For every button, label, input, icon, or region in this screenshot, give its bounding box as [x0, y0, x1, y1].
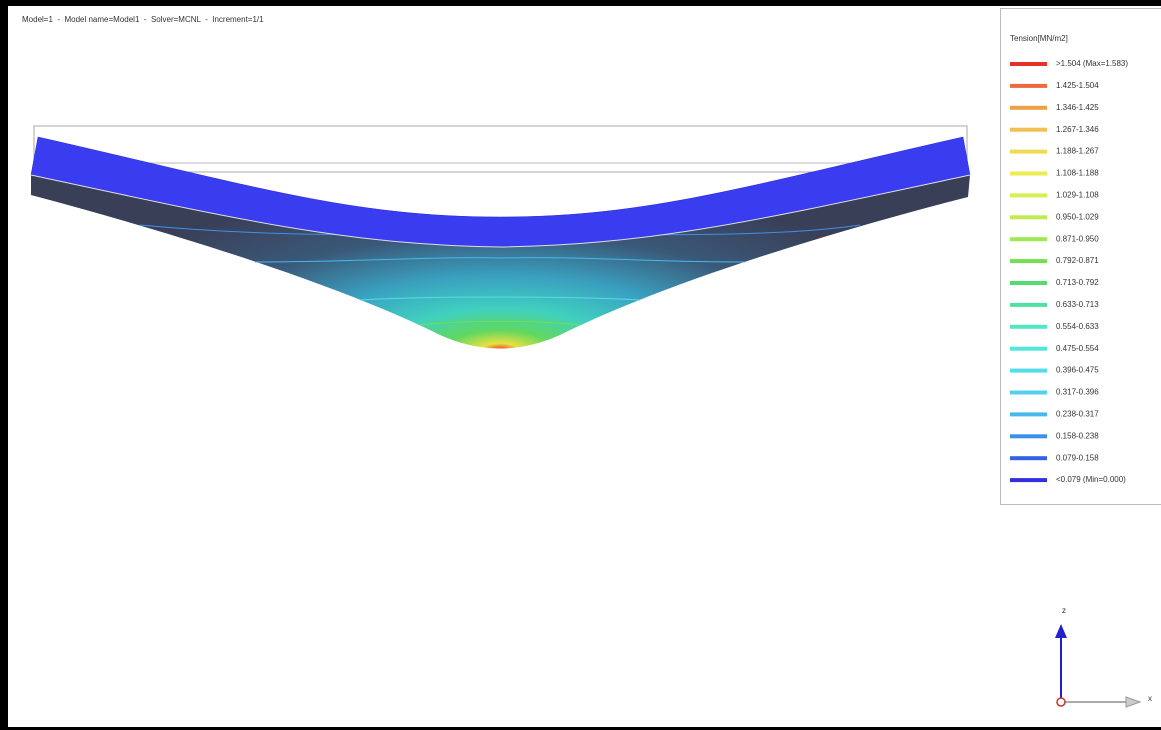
legend-label: 0.871-0.950	[1056, 234, 1099, 243]
origin	[1057, 698, 1065, 706]
legend-label: 1.108-1.188	[1056, 169, 1099, 178]
legend-label: 0.950-1.029	[1056, 212, 1099, 221]
legend-swatch	[1010, 150, 1047, 154]
legend-swatch	[1010, 62, 1047, 66]
legend-swatch	[1010, 412, 1047, 416]
x-label: x	[1148, 694, 1152, 703]
legend-swatch	[1010, 193, 1047, 197]
legend-swatch	[1010, 128, 1047, 132]
legend-label: 0.079-0.158	[1056, 453, 1099, 462]
legend-swatch	[1010, 172, 1047, 176]
legend-label: 0.792-0.871	[1056, 256, 1099, 265]
legend-label: 1.188-1.267	[1056, 147, 1099, 156]
legend-swatch	[1010, 237, 1047, 241]
legend-label: >1.504 (Max=1.583)	[1056, 59, 1128, 68]
legend-swatch	[1010, 391, 1047, 395]
viewport: Model=1 - Model name=Model1 - Solver=MCN…	[0, 0, 1161, 730]
legend-label: 0.238-0.317	[1056, 410, 1099, 419]
legend-label: 0.158-0.238	[1056, 431, 1099, 440]
legend-label: 0.633-0.713	[1056, 300, 1099, 309]
legend-swatch	[1010, 281, 1047, 285]
legend-label: 1.346-1.425	[1056, 103, 1099, 112]
legend-swatch	[1010, 106, 1047, 110]
legend-title: Tension[MN/m2]	[1010, 34, 1068, 43]
legend-swatch	[1010, 84, 1047, 88]
legend-swatch	[1010, 478, 1047, 482]
legend-label: 0.713-0.792	[1056, 278, 1099, 287]
frame-top	[0, 0, 1161, 6]
legend-label: 1.267-1.346	[1056, 125, 1099, 134]
legend-label: 0.554-0.633	[1056, 322, 1099, 331]
legend-swatch	[1010, 369, 1047, 373]
legend-label: 0.396-0.475	[1056, 366, 1099, 375]
legend-swatch	[1010, 434, 1047, 438]
legend-swatch	[1010, 347, 1047, 351]
legend-label: 0.317-0.396	[1056, 388, 1099, 397]
legend-label: 0.475-0.554	[1056, 344, 1099, 353]
legend-swatch	[1010, 303, 1047, 307]
legend-label: 1.425-1.504	[1056, 81, 1099, 90]
legend-swatch	[1010, 259, 1047, 263]
legend-swatch	[1010, 215, 1047, 219]
legend-label: 1.029-1.108	[1056, 191, 1099, 200]
frame-left	[0, 0, 8, 730]
legend-swatch	[1010, 325, 1047, 329]
background	[0, 0, 1161, 730]
header-info: Model=1 - Model name=Model1 - Solver=MCN…	[22, 15, 264, 24]
legend-swatch	[1010, 456, 1047, 460]
legend-label: <0.079 (Min=0.000)	[1056, 475, 1126, 484]
z-label: z	[1062, 606, 1066, 615]
